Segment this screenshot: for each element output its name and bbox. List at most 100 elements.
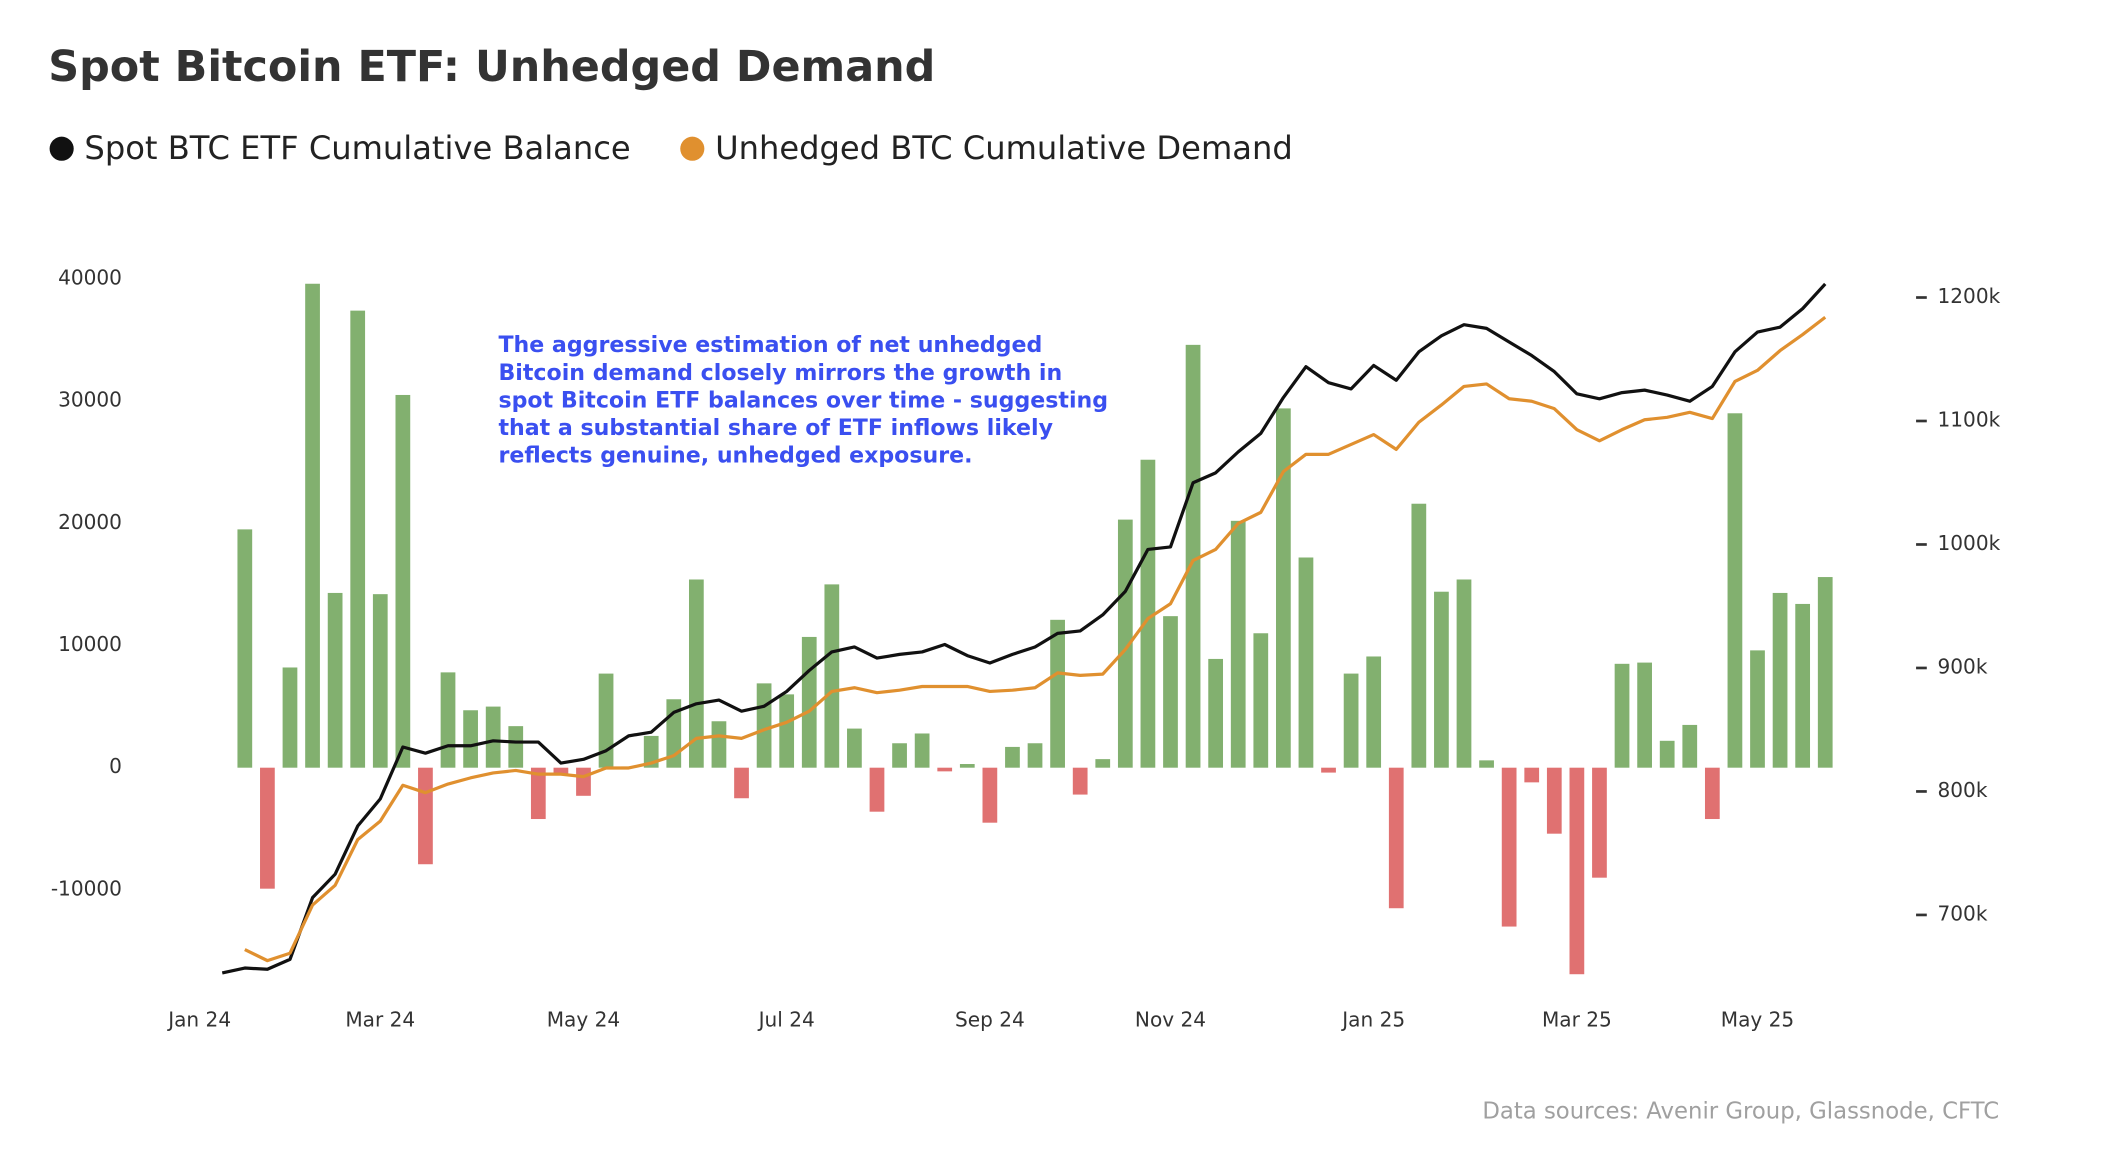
bar [1072, 767, 1088, 795]
bar [1208, 658, 1224, 768]
bar [1298, 557, 1314, 768]
bar [1095, 759, 1111, 768]
bar [711, 721, 727, 768]
bar [1005, 746, 1020, 768]
bar [576, 767, 591, 796]
bar [1411, 503, 1427, 768]
line-series [221, 282, 1827, 975]
bar [395, 394, 411, 768]
y2-tick-label: 900k [1938, 654, 1988, 678]
bar [1185, 344, 1201, 768]
bar [1366, 656, 1382, 768]
x-tick-label: Mar 24 [345, 1008, 415, 1032]
bar [260, 767, 275, 889]
bar [598, 673, 614, 768]
bar [372, 594, 388, 768]
legend-label: Unhedged BTC Cumulative Demand [715, 129, 1293, 167]
x-tick-label: May 24 [547, 1008, 620, 1032]
bar [869, 767, 885, 812]
annotation: that a substantial share of ETF inflows … [498, 415, 1053, 441]
bar [1569, 767, 1585, 975]
y2-tick-label: 1200k [1938, 284, 2001, 308]
bar [937, 767, 953, 772]
annotation: The aggressive estimation of net unhedge… [498, 332, 1042, 358]
bar [1434, 591, 1449, 768]
bar [1343, 673, 1359, 768]
bar [508, 726, 524, 768]
legend-marker [49, 136, 74, 161]
annotation: Bitcoin demand closely mirrors the growt… [498, 360, 1062, 386]
bar [1546, 767, 1562, 834]
bar [847, 728, 862, 768]
bar [1614, 663, 1630, 768]
bar [1163, 616, 1178, 768]
bar [1253, 633, 1269, 768]
y-tick-label: 0 [109, 754, 122, 778]
legend-label: Spot BTC ETF Cumulative Balance [84, 129, 630, 167]
bar [1592, 767, 1607, 878]
bar [1682, 724, 1698, 768]
bar [1817, 577, 1833, 768]
bar [779, 694, 795, 768]
bar [350, 310, 366, 768]
y-tick-label: 20000 [58, 510, 122, 534]
bar [418, 767, 433, 865]
bar [327, 592, 343, 768]
y-tick-label: -10000 [51, 876, 122, 900]
bar [1501, 767, 1517, 927]
bar [1795, 603, 1811, 768]
bar [1637, 662, 1652, 768]
bar [1659, 740, 1675, 768]
x-tick-label: May 25 [1721, 1008, 1794, 1032]
x-tick-label: Mar 25 [1542, 1008, 1612, 1032]
bar [959, 764, 975, 768]
y2-tick-label: 800k [1938, 778, 1988, 802]
bar [1230, 520, 1246, 768]
bar [982, 767, 998, 823]
bar [1027, 743, 1043, 768]
legend-marker [680, 136, 705, 161]
bar [463, 710, 478, 768]
y2-tick-label: 700k [1938, 901, 1988, 925]
bar [756, 683, 772, 768]
bar [1321, 767, 1336, 773]
bar [1479, 760, 1494, 768]
bar [440, 672, 456, 768]
y-tick-label: 40000 [58, 265, 122, 289]
bar [305, 283, 320, 768]
bar [1772, 592, 1788, 768]
bar [1727, 413, 1743, 768]
y-tick-label: 30000 [58, 388, 122, 412]
bar [553, 767, 569, 774]
chart-title: Spot Bitcoin ETF: Unhedged Demand [48, 42, 935, 92]
bar [643, 735, 659, 768]
bar [892, 743, 907, 768]
x-tick-label: Jan 24 [166, 1008, 231, 1032]
source-note: Data sources: Avenir Group, Glassnode, C… [1482, 1099, 1999, 1125]
bar [734, 767, 749, 799]
x-tick-label: Jul 24 [757, 1008, 815, 1032]
bar [801, 636, 817, 768]
bar [824, 584, 840, 768]
y-tick-label: 10000 [58, 632, 122, 656]
bar [282, 667, 298, 768]
bar [1276, 408, 1291, 768]
bar [1050, 619, 1065, 768]
y2-tick-label: 1100k [1938, 407, 2001, 431]
annotation: reflects genuine, unhedged exposure. [498, 443, 972, 469]
bar [1456, 579, 1472, 768]
y2-tick-label: 1000k [1938, 531, 2001, 555]
bar [1750, 650, 1765, 768]
bar [485, 706, 501, 768]
bar [1704, 767, 1720, 820]
bar [914, 733, 930, 768]
bar [1140, 459, 1156, 768]
x-tick-label: Nov 24 [1135, 1008, 1206, 1032]
x-tick-label: Sep 24 [955, 1008, 1025, 1032]
bar [1524, 767, 1540, 783]
bar [688, 579, 704, 768]
bar [1388, 767, 1404, 909]
line-series [244, 315, 1827, 963]
bar [237, 529, 253, 768]
